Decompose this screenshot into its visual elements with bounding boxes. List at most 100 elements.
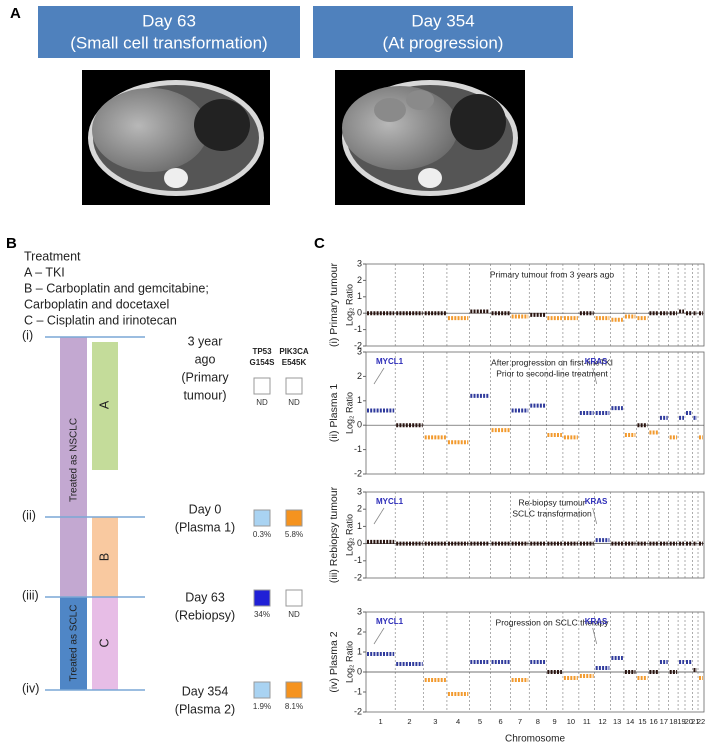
stage-label: (iv): [22, 681, 39, 695]
x-tick-label: 16: [650, 717, 658, 726]
y-axis-label: Log₂ Ratio: [344, 284, 354, 326]
ct-image: [82, 70, 270, 205]
x-tick-label: 10: [567, 717, 575, 726]
panel-annotation: Primary tumour from 3 years ago: [490, 269, 615, 279]
x-tick-label: 3: [433, 717, 437, 726]
panel-label: B: [6, 235, 17, 252]
stage-time: Day 354: [182, 684, 229, 698]
panel-y-title: (iv) Plasma 2: [328, 631, 340, 692]
x-tick-label: 7: [518, 717, 522, 726]
mutation-label: 5.8%: [285, 530, 303, 539]
y-tick-label: -1: [354, 555, 362, 565]
x-tick-label: 21: [691, 717, 699, 726]
y-tick-label: 2: [357, 371, 362, 381]
bar-label: Treated as SCLC: [69, 605, 80, 682]
bar-label: C: [97, 638, 111, 647]
image-title: Day 354: [411, 11, 474, 30]
mutation-label: ND: [288, 398, 300, 407]
panel-annotation: After progression on first-lineTKI: [491, 357, 613, 367]
x-tick-label: 14: [626, 717, 634, 726]
stage-time: (Primary: [181, 370, 229, 384]
y-tick-label: -2: [354, 706, 362, 716]
gene-label: KRAS: [585, 617, 608, 626]
y-tick-label: 0: [357, 420, 362, 430]
x-tick-label: 22: [697, 717, 705, 726]
y-axis-label: Log₂ Ratio: [344, 514, 354, 556]
y-tick-label: 2: [357, 626, 362, 636]
mutation-header: TP53: [252, 347, 272, 356]
panel-y-title: (iii) Rebiopsy tumour: [328, 486, 340, 583]
mutation-square: [285, 377, 303, 395]
header-box: [38, 6, 300, 58]
gene-arrow: [592, 627, 598, 645]
panel-annotation: Progression on SCLC therapy: [496, 617, 610, 627]
gene-label: MYCL1: [376, 497, 404, 506]
y-tick-label: 2: [357, 504, 362, 514]
x-tick-label: 13: [613, 717, 621, 726]
y-tick-label: 0: [357, 666, 362, 676]
plot-frame: [365, 263, 705, 347]
image-subtitle: (At progression): [383, 33, 504, 52]
image-title: Day 63: [142, 11, 196, 30]
gene-arrow: [373, 627, 385, 645]
treatment-b: [92, 517, 118, 597]
stage-time: (Plasma 2): [175, 702, 235, 716]
mutation-square: [285, 509, 303, 527]
mutation-header: E545K: [282, 358, 307, 367]
panel-y-title: (i) Primary tumour: [328, 262, 340, 347]
panel-annotation: Prior to second-line treatment: [496, 368, 608, 378]
treatment-a: [92, 342, 118, 470]
x-tick-label: 17: [660, 717, 668, 726]
mutation-square: [253, 509, 271, 527]
bar-label: A: [97, 400, 111, 409]
image-subtitle: (Small cell transformation): [70, 33, 267, 52]
y-tick-label: 1: [357, 646, 362, 656]
y-tick-label: -2: [354, 572, 362, 582]
stage-time: tumour): [183, 388, 226, 402]
treatment-line: C – Cisplatin and irinotecan: [24, 313, 177, 327]
x-tick-label: 19: [677, 717, 685, 726]
y-tick-label: 1: [357, 395, 362, 405]
treatment-line: A – TKI: [24, 265, 65, 279]
header-box: [313, 6, 573, 58]
x-tick-label: 12: [598, 717, 606, 726]
panel-annotation: Re-biopsy tumour: [518, 497, 585, 507]
y-tick-label: 1: [357, 291, 362, 301]
stage-time: ago: [195, 352, 216, 366]
stage-time: (Rebiopsy): [175, 608, 235, 622]
ct-image: [335, 70, 525, 205]
x-tick-label: 6: [498, 717, 502, 726]
y-axis-label: Log₂ Ratio: [344, 392, 354, 434]
mutation-label: 0.3%: [253, 530, 271, 539]
y-axis-label: Log₂ Ratio: [344, 641, 354, 683]
y-tick-label: -2: [354, 340, 362, 350]
mutation-label: 34%: [254, 610, 270, 619]
mutation-square: [253, 589, 271, 607]
nsclc-bar: [60, 337, 87, 597]
stage-label: (i): [22, 328, 33, 342]
plot-frame: [365, 491, 705, 579]
x-tick-label: 2: [407, 717, 411, 726]
stage-time: Day 0: [189, 502, 222, 516]
mutation-square: [285, 589, 303, 607]
mutation-label: ND: [256, 398, 268, 407]
y-tick-label: 2: [357, 275, 362, 285]
x-tick-label: 15: [638, 717, 646, 726]
x-tick-label: 18: [669, 717, 677, 726]
x-tick-label: 4: [456, 717, 460, 726]
plot-frame: [365, 611, 705, 713]
mutation-label: 1.9%: [253, 702, 271, 711]
x-tick-label: 1: [379, 717, 383, 726]
y-tick-label: 0: [357, 538, 362, 548]
y-tick-label: 3: [357, 258, 362, 268]
x-tick-label: 8: [536, 717, 540, 726]
mutation-header: PIK3CA: [279, 347, 309, 356]
y-tick-label: 3: [357, 606, 362, 616]
y-tick-label: 1: [357, 521, 362, 531]
y-tick-label: 0: [357, 308, 362, 318]
panel-label: C: [314, 235, 325, 252]
mutation-square: [253, 377, 271, 395]
stage-label: (ii): [22, 508, 36, 522]
bar-label: B: [97, 553, 111, 561]
